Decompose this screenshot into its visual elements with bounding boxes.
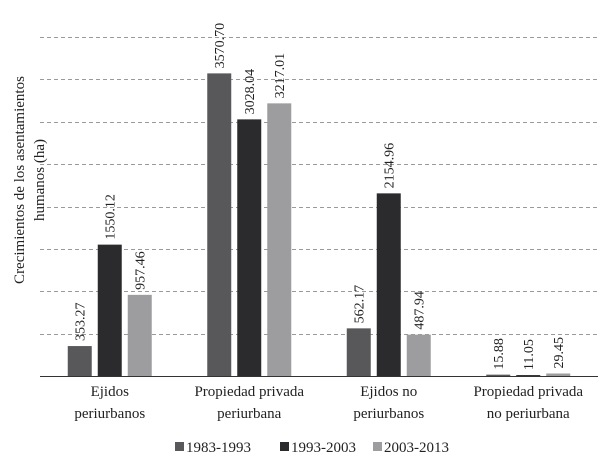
bar — [237, 119, 262, 377]
data-label: 3217.01 — [273, 53, 288, 99]
bar — [486, 374, 511, 376]
data-label: 3570.70 — [213, 23, 228, 69]
data-label: 487.94 — [413, 291, 428, 330]
data-label: 3028.04 — [243, 69, 258, 115]
category-label: periurbanos — [74, 406, 145, 422]
y-axis-label: Crecimientos de los asentamientos humanos… — [12, 76, 48, 284]
legend: 1983-1993 1993-2003 2003-2013 — [175, 440, 449, 456]
data-label: 11.05 — [522, 339, 537, 370]
data-label: 353.27 — [74, 303, 89, 342]
bar — [207, 73, 232, 376]
bar — [546, 373, 571, 376]
bar — [346, 328, 371, 376]
category-label: Ejidos no — [360, 384, 417, 400]
legend-label: 1993-2003 — [291, 440, 356, 456]
bar — [97, 244, 122, 376]
legend-label: 1983-1993 — [186, 440, 251, 456]
y-axis-label-line: humanos (ha) — [32, 139, 48, 221]
category-label: periurbana — [217, 406, 281, 422]
category-label: Ejidos — [91, 384, 129, 400]
data-label: 957.46 — [134, 251, 149, 290]
bar — [406, 334, 431, 376]
bars — [67, 73, 571, 377]
bar — [516, 375, 541, 377]
legend-label: 2003-2013 — [384, 440, 449, 456]
legend-swatch — [175, 442, 184, 451]
bar — [376, 193, 401, 376]
y-axis-label-line: Crecimientos de los asentamientos — [12, 76, 28, 284]
bar — [127, 294, 152, 376]
category-label: Propiedad privada — [194, 384, 304, 400]
category-labels: Ejidos periurbanos Propiedad privada periur… — [74, 384, 583, 422]
bar — [67, 346, 92, 376]
legend-swatch — [373, 442, 382, 451]
bar — [267, 103, 292, 377]
category-label: periurbanos — [353, 406, 424, 422]
legend-item: 1993-2003 — [280, 440, 356, 456]
value-labels: 353.27 1550.12 957.46 3570.70 3028.04 3217.01… — [74, 23, 568, 370]
legend-item: 1983-1993 — [175, 440, 251, 456]
legend-item: 2003-2013 — [373, 440, 449, 456]
data-label: 562.17 — [353, 285, 368, 324]
legend-swatch — [280, 442, 289, 451]
category-label: no periurbana — [487, 406, 570, 422]
data-label: 29.45 — [552, 337, 567, 369]
category-label: Propiedad privada — [473, 384, 583, 400]
data-label: 15.88 — [492, 338, 507, 370]
data-label: 1550.12 — [104, 194, 119, 240]
gridlines — [40, 37, 598, 335]
data-label: 2154.96 — [383, 143, 398, 189]
